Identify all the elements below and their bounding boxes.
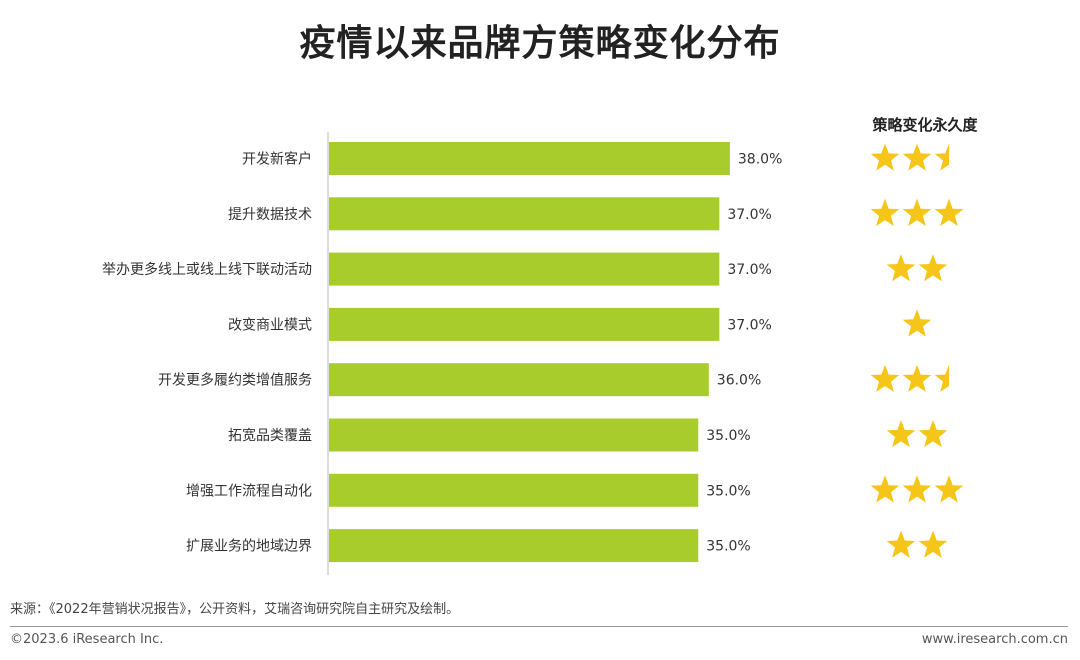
category-label: 开发更多履约类增值服务 bbox=[158, 372, 312, 389]
half-star-icon bbox=[934, 143, 949, 171]
star-icon bbox=[934, 475, 964, 503]
star-icon bbox=[870, 475, 900, 503]
star-icon bbox=[886, 530, 916, 558]
category-label: 开发新客户 bbox=[242, 151, 312, 168]
source-note: 来源：《2022年营销状况报告》，公开资料，艾瑞咨询研究院自主研究及绘制。 bbox=[10, 602, 460, 617]
bar bbox=[329, 197, 720, 231]
star-icon bbox=[918, 254, 948, 282]
star-icon bbox=[886, 254, 916, 282]
star-icon bbox=[918, 530, 948, 558]
star-icon bbox=[886, 420, 916, 448]
footer-divider bbox=[10, 626, 1068, 627]
category-label: 提升数据技术 bbox=[228, 207, 312, 223]
data-label: 36.0% bbox=[717, 373, 761, 389]
half-star-icon bbox=[934, 364, 949, 392]
data-label: 37.0% bbox=[727, 207, 771, 223]
copyright-text: ©2023.6 iResearch Inc. bbox=[10, 632, 164, 647]
bar bbox=[329, 252, 720, 286]
star-icon bbox=[902, 364, 932, 392]
data-label: 38.0% bbox=[738, 152, 782, 168]
data-label: 37.0% bbox=[727, 317, 771, 333]
chart-title: 疫情以来品牌方策略变化分布 bbox=[299, 23, 781, 64]
bar bbox=[329, 529, 699, 563]
category-label: 拓宽品类覆盖 bbox=[228, 427, 312, 444]
star-icon bbox=[902, 198, 932, 226]
category-label: 增强工作流程自动化 bbox=[186, 483, 312, 499]
category-label: 改变商业模式 bbox=[228, 317, 312, 333]
data-label: 35.0% bbox=[706, 539, 750, 555]
star-icon bbox=[902, 475, 932, 503]
star-icon bbox=[870, 143, 900, 171]
data-label: 35.0% bbox=[706, 483, 750, 499]
star-icon bbox=[934, 198, 964, 226]
category-label: 举办更多线上或线上线下联动活动 bbox=[102, 261, 312, 278]
bar bbox=[329, 418, 699, 452]
category-label: 扩展业务的地域边界 bbox=[186, 539, 312, 555]
data-label: 35.0% bbox=[706, 428, 750, 444]
bar-chart: 开发新客户 38.0% 提升数据技术 37.0% 举办更多线上或线上线下联动活动 37.0… bbox=[102, 132, 964, 575]
star-icon bbox=[918, 420, 948, 448]
star-icon bbox=[902, 309, 932, 337]
data-label: 37.0% bbox=[727, 262, 771, 278]
bar bbox=[329, 307, 720, 341]
bar bbox=[329, 473, 699, 507]
bar bbox=[329, 363, 709, 397]
star-icon bbox=[870, 198, 900, 226]
star-icon bbox=[902, 143, 932, 171]
bar bbox=[329, 142, 730, 175]
website-link[interactable]: www.iresearch.com.cn bbox=[921, 632, 1068, 647]
stars-column-header: 策略变化永久度 bbox=[872, 116, 978, 134]
star-icon bbox=[870, 364, 900, 392]
